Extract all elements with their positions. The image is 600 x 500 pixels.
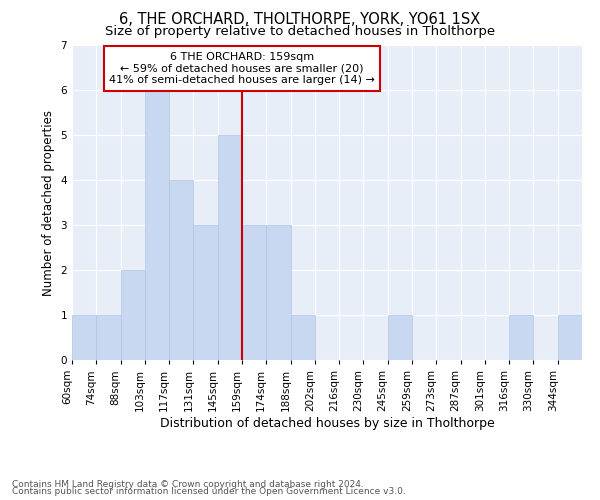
X-axis label: Distribution of detached houses by size in Tholthorpe: Distribution of detached houses by size … (160, 416, 494, 430)
Bar (96, 315, 121, 360)
Bar (72, 315, 96, 360)
Y-axis label: Number of detached properties: Number of detached properties (42, 110, 55, 296)
Bar (388, 315, 412, 360)
Bar (169, 180, 193, 360)
Bar (121, 270, 145, 360)
Text: Contains public sector information licensed under the Open Government Licence v3: Contains public sector information licen… (12, 487, 406, 496)
Bar (290, 315, 315, 360)
Bar (218, 135, 242, 360)
Text: 6, THE ORCHARD, THOLTHORPE, YORK, YO61 1SX: 6, THE ORCHARD, THOLTHORPE, YORK, YO61 1… (119, 12, 481, 28)
Bar (509, 315, 533, 360)
Bar (242, 225, 266, 360)
Text: 6 THE ORCHARD: 159sqm
← 59% of detached houses are smaller (20)
41% of semi-deta: 6 THE ORCHARD: 159sqm ← 59% of detached … (109, 52, 375, 85)
Text: Size of property relative to detached houses in Tholthorpe: Size of property relative to detached ho… (105, 25, 495, 38)
Bar (193, 225, 218, 360)
Bar (266, 225, 290, 360)
Bar (558, 315, 582, 360)
Text: Contains HM Land Registry data © Crown copyright and database right 2024.: Contains HM Land Registry data © Crown c… (12, 480, 364, 489)
Bar (145, 90, 169, 360)
